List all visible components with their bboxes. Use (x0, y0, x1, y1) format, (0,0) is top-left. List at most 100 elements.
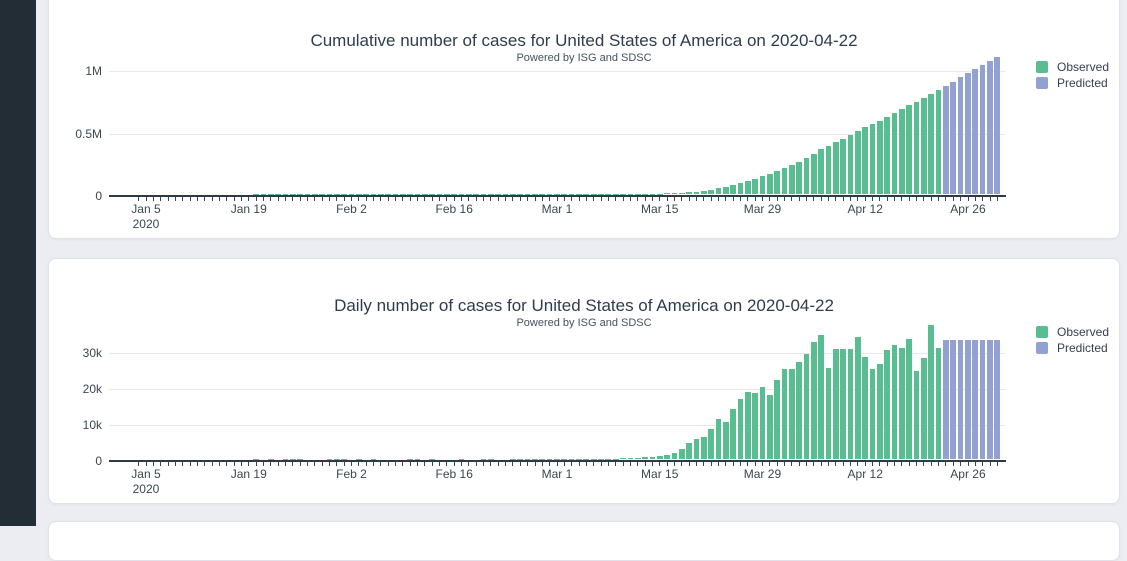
x-axis-tick (791, 462, 793, 466)
x-axis-tick (798, 197, 800, 201)
x-axis-tick (497, 462, 499, 466)
x-axis-tick (974, 197, 976, 201)
x-axis-tick (791, 197, 793, 201)
x-axis-tick (204, 197, 206, 201)
x-axis-tick (299, 197, 301, 201)
x-axis-tick (277, 462, 279, 466)
x-axis-tick (321, 197, 323, 201)
observed-bar (576, 458, 582, 459)
y-axis-tick-label: 1M (85, 64, 102, 78)
daily-cases-chart[interactable]: Daily number of cases for United States … (49, 259, 1119, 503)
observed-bar (444, 193, 450, 194)
x-axis-tick (864, 197, 866, 201)
y-axis-tick-label: 0 (95, 189, 102, 203)
x-axis-tick (703, 197, 705, 201)
observed-bar (774, 171, 780, 194)
x-axis-tick (908, 462, 910, 466)
x-axis-tick (387, 462, 389, 466)
x-axis-tick (365, 462, 367, 466)
legend-item-observed[interactable]: Observed (1036, 60, 1119, 74)
x-axis-tick (483, 462, 485, 466)
observed-bar (796, 361, 802, 459)
x-axis-tick (659, 462, 661, 466)
x-axis-tick (351, 462, 353, 466)
cumulative-cases-chart[interactable]: Cumulative number of cases for United St… (49, 0, 1119, 238)
predicted-bar (972, 340, 979, 459)
observed-bar (355, 458, 362, 459)
x-axis-tick-label: Feb 16 (435, 202, 473, 216)
observed-bar (341, 458, 347, 459)
observed-bar (267, 458, 274, 459)
observed-bar (649, 193, 656, 194)
observed-bar (612, 458, 619, 459)
x-axis-tick-label: Feb 16 (435, 467, 473, 481)
observed-bar (671, 193, 678, 194)
x-axis-tick (534, 197, 536, 201)
x-axis-tick (886, 197, 888, 201)
x-axis-tick (409, 197, 411, 201)
observed-bar (700, 190, 707, 194)
observed-bar (634, 193, 641, 194)
legend-item-predicted[interactable]: Predicted (1036, 76, 1119, 90)
observed-bar (766, 394, 773, 459)
legend-item-observed[interactable]: Observed (1036, 325, 1119, 339)
observed-bar (488, 193, 494, 194)
x-axis-year-label: 2020 (132, 217, 160, 231)
x-axis-tick (908, 197, 910, 201)
x-axis-tick (380, 197, 382, 201)
observed-bar (524, 458, 531, 459)
observed-bar (862, 127, 869, 194)
x-axis-tick (204, 462, 206, 466)
x-axis-tick (593, 462, 595, 466)
predicted-bar (950, 340, 957, 459)
observed-bar (825, 367, 832, 459)
observed-bar (766, 173, 773, 194)
legend-label: Observed (1057, 325, 1110, 339)
x-axis-tick (336, 197, 338, 201)
observed-bar (686, 443, 692, 459)
observed-bar (282, 458, 289, 459)
observed-bar (899, 347, 905, 459)
x-axis-tick (681, 462, 683, 466)
x-axis-tick (615, 462, 617, 466)
observed-bar (480, 458, 487, 459)
predicted-bar (957, 77, 964, 194)
x-axis-tick (248, 197, 250, 201)
x-axis-tick (321, 462, 323, 466)
x-axis-tick (820, 197, 822, 201)
observed-bar (348, 193, 355, 194)
x-axis-tick (160, 197, 162, 201)
observed-bar (664, 193, 670, 194)
observed-bar (803, 157, 810, 194)
y-gridline (109, 133, 1006, 135)
x-axis-tick (541, 197, 543, 201)
legend-swatch-observed-icon (1036, 326, 1048, 338)
observed-bar (267, 193, 274, 194)
observed-bar (510, 193, 516, 194)
x-axis-tick (167, 462, 169, 466)
observed-bar (532, 193, 538, 194)
x-axis-tick (666, 197, 668, 201)
x-axis-tick (446, 197, 448, 201)
x-axis-tick (960, 197, 962, 201)
observed-bar (495, 193, 502, 194)
observed-bar (605, 458, 612, 459)
legend-item-predicted[interactable]: Predicted (1036, 341, 1119, 355)
x-axis-tick (255, 462, 257, 466)
x-axis-tick (637, 462, 639, 466)
observed-bar (590, 193, 597, 194)
observed-bar (297, 458, 303, 459)
observed-bar (414, 193, 421, 194)
x-axis-tick (996, 197, 998, 201)
x-axis-tick (512, 197, 514, 201)
observed-bar (304, 193, 311, 194)
x-axis-tick (534, 462, 536, 466)
observed-bar (333, 193, 340, 194)
observed-bar (429, 193, 436, 194)
predicted-bar (965, 340, 971, 459)
x-axis-tick (600, 197, 602, 201)
x-axis-tick (725, 462, 727, 466)
observed-bar (671, 452, 678, 459)
x-axis-tick (497, 197, 499, 201)
observed-bar (833, 348, 839, 459)
